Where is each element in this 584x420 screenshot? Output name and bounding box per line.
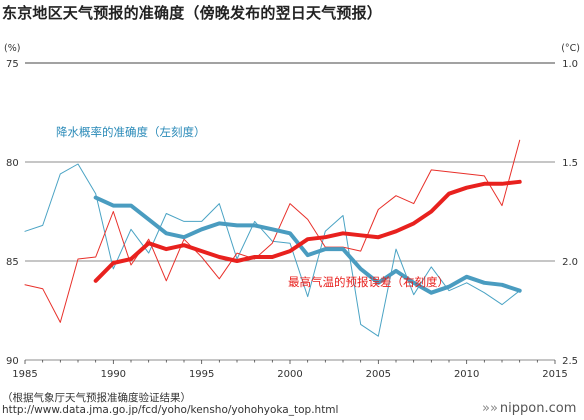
brand-name: nippon.com <box>499 401 577 416</box>
right-tick-label: 1.5 <box>562 158 578 169</box>
right-tick-label: 2.5 <box>562 356 578 367</box>
left-tick-label: 90 <box>6 356 19 367</box>
x-tick-label: 2005 <box>366 369 391 380</box>
precipitation-series-thick <box>93 195 522 295</box>
x-tick-label: 1985 <box>12 369 37 380</box>
source-note: （根据气象厅天气预报准确度验证结果） <box>2 392 191 404</box>
series <box>24 139 522 337</box>
annotations: 降水概率的准确度（左刻度） 最高气温的预报误差（右刻度） <box>56 125 449 289</box>
x-tick-label: 2000 <box>277 369 302 380</box>
source-url[interactable]: http://www.data.jma.go.jp/fcd/yoho/kensh… <box>2 404 339 416</box>
temperature-series-label: 最高气温的预报误差（右刻度） <box>288 275 449 289</box>
right-tick-label: 2.0 <box>562 257 578 268</box>
brand-logo[interactable]: »» nippon.com <box>482 401 576 416</box>
arrows-icon: »» <box>482 401 498 416</box>
left-tick-label: 85 <box>6 257 19 268</box>
x-tick-label: 1995 <box>189 369 214 380</box>
left-tick-label: 80 <box>6 158 19 169</box>
gridlines <box>25 62 555 361</box>
x-tick-label: 1990 <box>101 369 126 380</box>
temperature-error-series-thick <box>93 179 522 283</box>
precipitation-series-label: 降水概率的准确度（左刻度） <box>56 125 206 139</box>
right-unit-label: (°C) <box>561 43 580 54</box>
temperature-error-series-thin <box>24 139 521 323</box>
x-tick-label: 2010 <box>454 369 479 380</box>
precipitation-series-thin <box>24 163 521 337</box>
axes: 90 85 80 75 1.0 1.5 2.0 2.5 (%) (°C) 1985 1990 1995 2… <box>4 43 580 380</box>
left-tick-label: 75 <box>6 59 19 70</box>
left-unit-label: (%) <box>4 43 20 54</box>
chart-title: 东京地区天气预报的准确度（傍晚发布的翌日天气预报） <box>2 4 383 22</box>
x-tick-label: 2015 <box>542 369 567 380</box>
right-tick-label: 1.0 <box>562 59 578 70</box>
